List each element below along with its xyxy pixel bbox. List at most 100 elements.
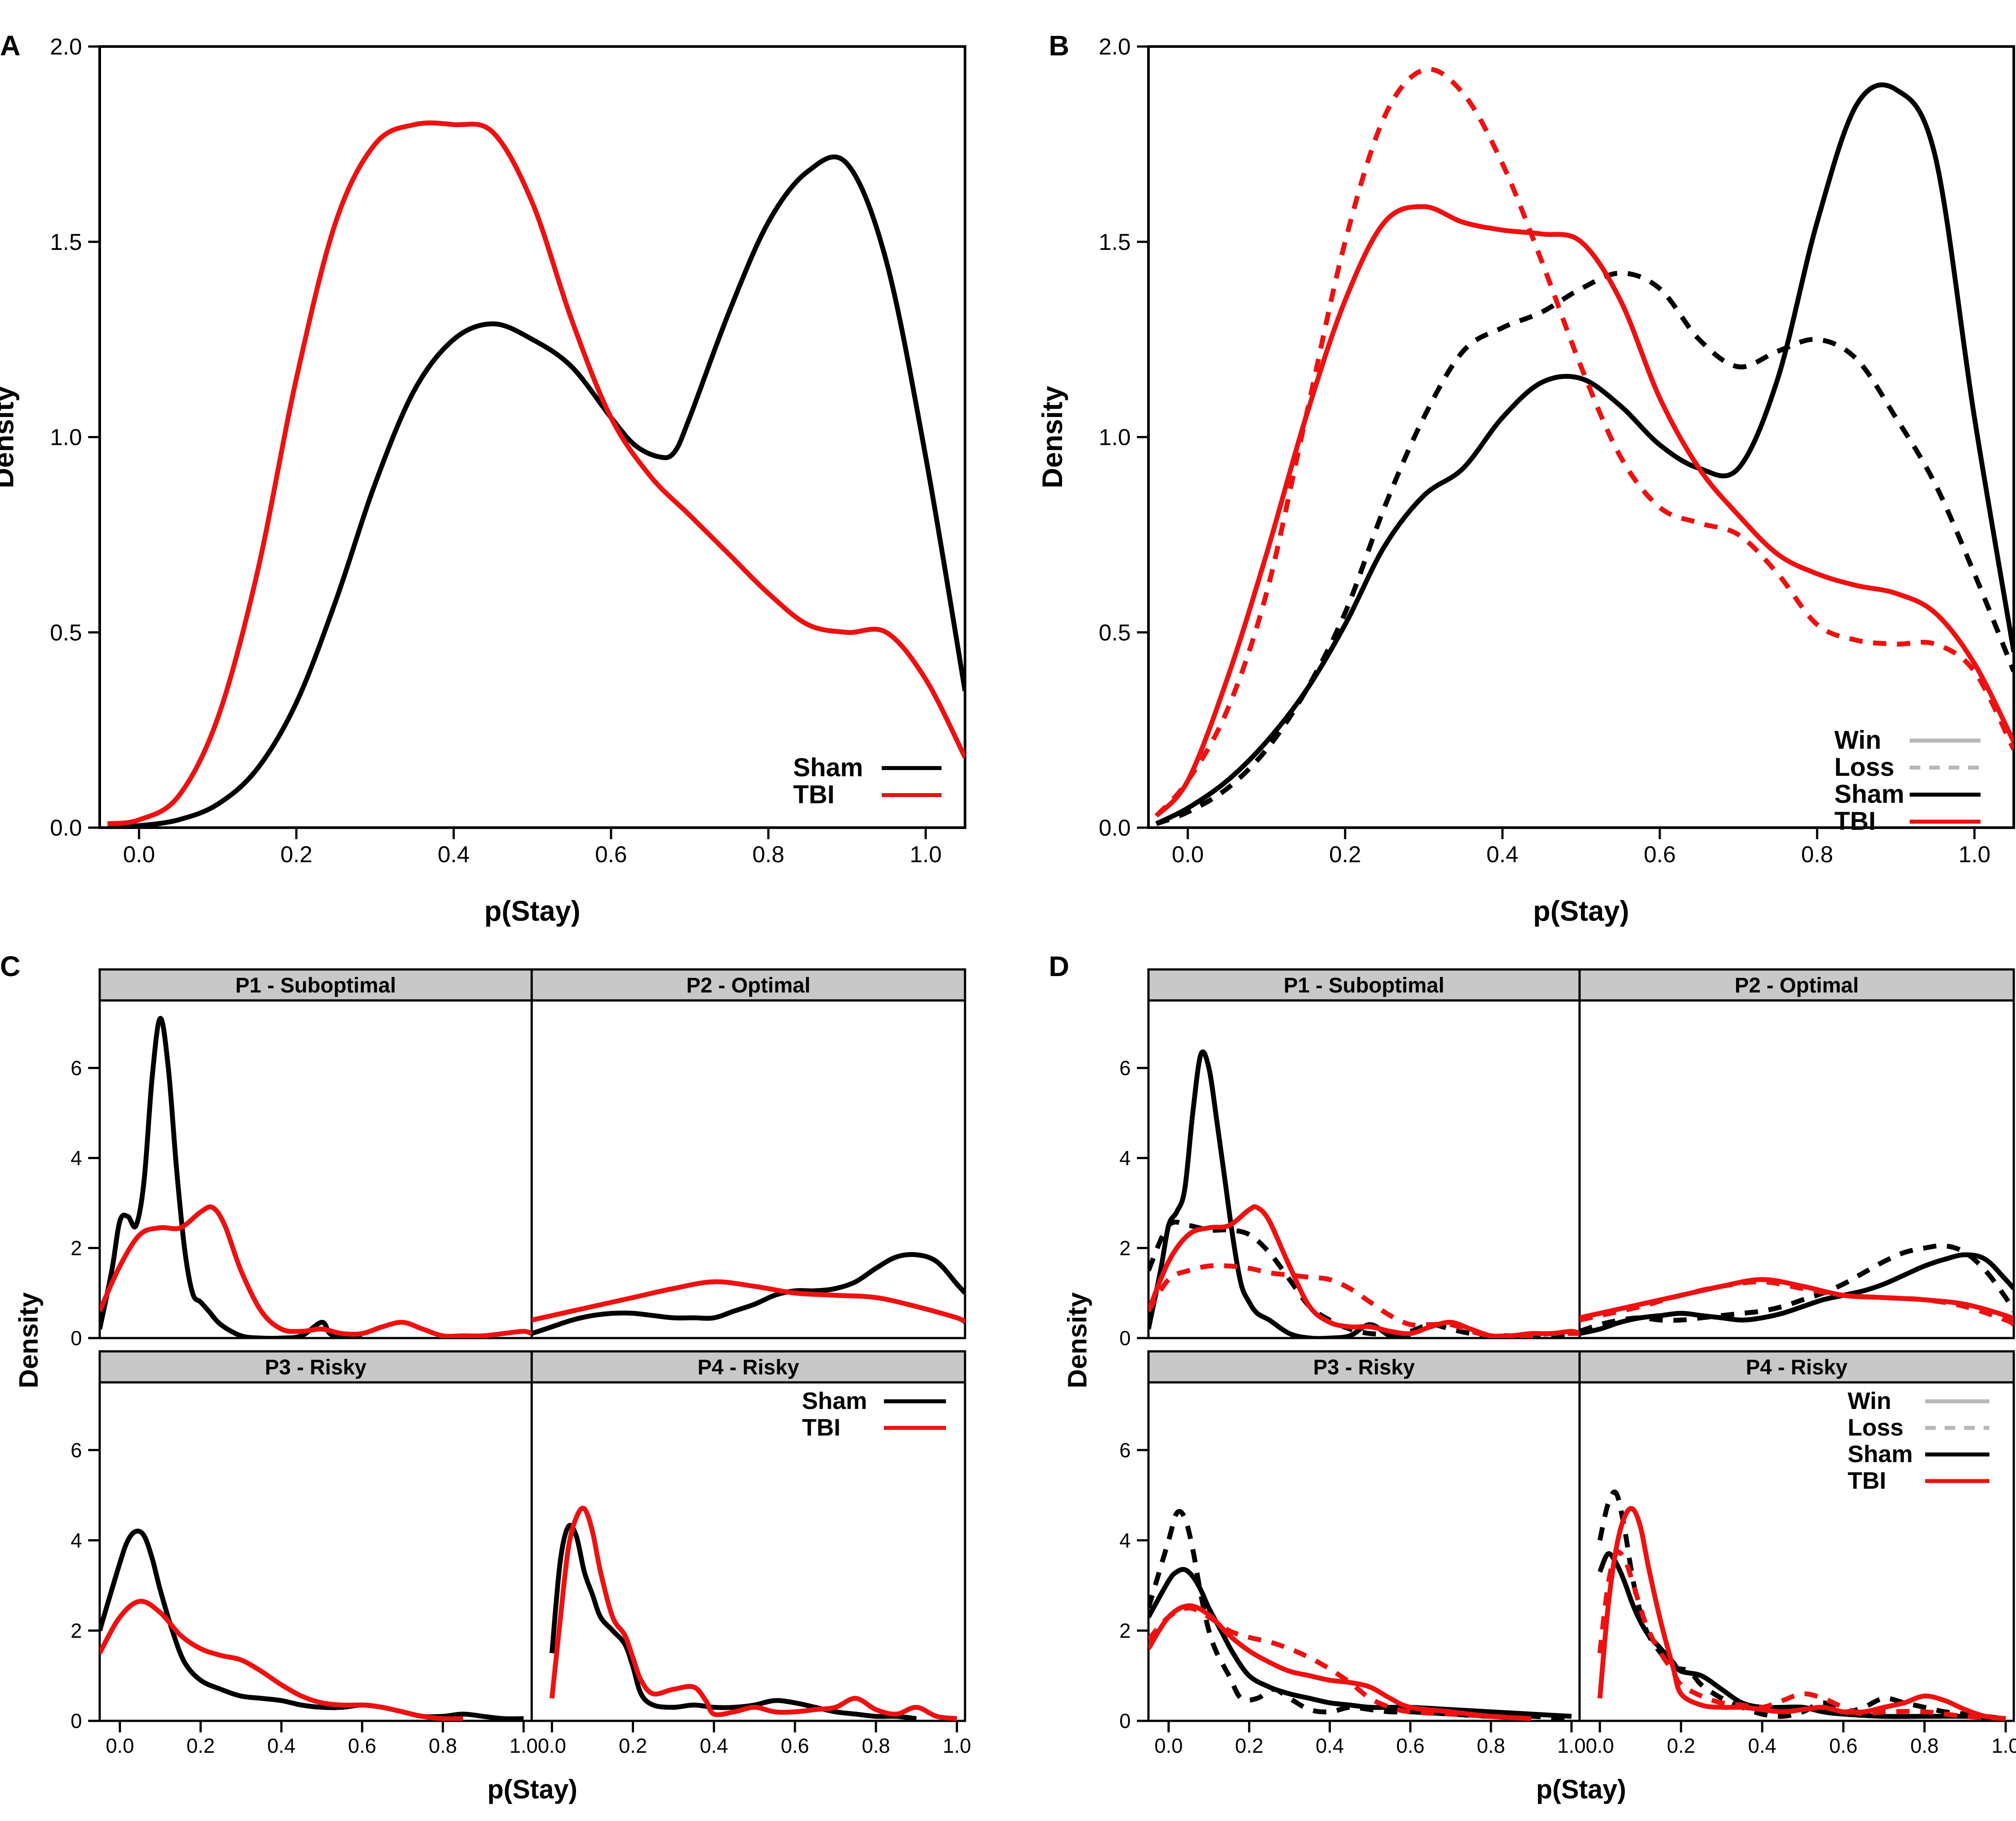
panel-c-ytick-label: 6 (70, 1439, 82, 1462)
panel-c-xtick-label: 0.4 (267, 1734, 296, 1757)
panel-d-series-line (1148, 1263, 1580, 1338)
panel-d-xtick-label: 0.2 (1235, 1734, 1263, 1757)
panel-d-xtick-label: 1.0 (1992, 1734, 2016, 1757)
panel-c-ytick-label: 6 (70, 1057, 82, 1080)
panel-d-facet-strip (1147, 968, 1581, 1002)
panel-b-xtick-label: 0.8 (1801, 842, 1833, 868)
panel-d-facet-strip (1578, 968, 2015, 1002)
panel-d-facet-title: P3 - Risky (1313, 1356, 1415, 1379)
panel-c-facet-strip (98, 968, 533, 1002)
panel-c-xtick-label: 1.0 (943, 1734, 971, 1757)
panel-c-ytick-label: 2 (70, 1237, 82, 1260)
panel-c-series-line (100, 1599, 463, 1721)
panel-a-ytick-label: 0.0 (50, 815, 82, 841)
panel-d-xtick-label: 0.0 (1586, 1734, 1614, 1757)
panel-d-ytick-label: 6 (1119, 1439, 1131, 1462)
panel-a-legend-label: Sham (793, 753, 863, 782)
panel-d-legend-label: TBI (1848, 1467, 1886, 1494)
panel-a-ytick-label: 1.0 (50, 425, 82, 451)
panel-d-xtick-label: 0.4 (1315, 1734, 1344, 1757)
panel-b-xtick-label: 1.0 (1958, 842, 1990, 868)
panel-b-xtick-label: 0.0 (1172, 842, 1204, 868)
panel-d-legend-label: Sham (1848, 1441, 1913, 1467)
panel-a-xtick-label: 0.4 (438, 842, 470, 868)
panel-a-x-axis-title: p(Stay) (484, 895, 580, 927)
panel-b-legend-label: Loss (1834, 753, 1894, 782)
panel-c-facet-frame (530, 999, 966, 1339)
panel-d-ytick-label: 4 (1119, 1147, 1131, 1170)
panel-d-facet-title: P1 - Suboptimal (1284, 974, 1444, 997)
panel-c-facet-title: P4 - Risky (697, 1356, 799, 1379)
panel-a-xtick-label: 0.2 (280, 842, 312, 868)
panel-d-ytick-label: 2 (1119, 1237, 1131, 1260)
panel-c-series-line (549, 1522, 917, 1721)
panel-d-xtick-label: 0.0 (1154, 1734, 1183, 1757)
panel-b-ytick-label: 1.5 (1099, 230, 1131, 255)
panel-c-xtick-label: 1.0 (510, 1734, 538, 1757)
panel-d-y-axis-title: Density (1062, 1292, 1092, 1388)
panel-a-series-line (107, 154, 965, 828)
panel-d-series-line (1148, 1509, 1572, 1721)
panel-d-series-line (1597, 1549, 2006, 1721)
panel-b-ytick-label: 0.0 (1099, 815, 1131, 841)
panel-d-series-line (1580, 1252, 2014, 1336)
panel-b-series-line (1155, 270, 2014, 826)
panel-c-ytick-label: 0 (70, 1709, 82, 1732)
panel-d-facet-frame (1147, 999, 1581, 1339)
panel-c-ytick-label: 2 (70, 1619, 82, 1642)
panel-c-series-line (100, 1204, 532, 1338)
panel-d-xtick-label: 0.2 (1667, 1734, 1695, 1757)
panel-c-xtick-label: 0.4 (700, 1734, 728, 1757)
panel-a-xtick-label: 1.0 (910, 842, 942, 868)
panel-a-ytick-label: 2.0 (50, 34, 82, 60)
panel-d-xtick-label: 0.8 (1911, 1734, 1939, 1757)
panel-c-series-line (549, 1506, 957, 1721)
panel-a-xtick-label: 0.0 (123, 842, 155, 868)
panel-d-xtick-label: 1.0 (1557, 1734, 1586, 1757)
panel-c-panel-letter: C (0, 950, 20, 982)
panel-d-ytick-label: 4 (1119, 1529, 1131, 1552)
panel-d-series-line (1580, 1279, 2014, 1327)
panel-b-y-axis-title: Density (1036, 386, 1068, 489)
panel-c-facet-title: P1 - Suboptimal (235, 974, 396, 997)
panel-b-xtick-label: 0.6 (1644, 842, 1676, 868)
panel-d-series-line (1597, 1506, 2006, 1721)
panel-d-panel-letter: D (1049, 950, 1069, 982)
panel-d-legend-label: Win (1848, 1388, 1891, 1414)
panel-b-legend-label: Win (1834, 726, 1881, 755)
panel-d-xtick-label: 0.8 (1477, 1734, 1505, 1757)
panel-b-panel-letter: B (1049, 30, 1069, 62)
panel-d-facet-frame (1578, 999, 2015, 1339)
panel-c-legend-label: TBI (802, 1414, 841, 1441)
panel-b-ytick-label: 1.0 (1099, 425, 1131, 451)
panel-c-xtick-label: 0.0 (106, 1734, 134, 1757)
panel-b-plot-frame (1147, 45, 2015, 829)
panel-d-xtick-label: 0.4 (1748, 1734, 1776, 1757)
panel-d-ytick-label: 6 (1119, 1057, 1131, 1080)
panel-d-legend-label: Loss (1848, 1414, 1903, 1441)
panel-d-series-line (1597, 1551, 2006, 1721)
panel-c-ytick-label: 4 (70, 1529, 82, 1552)
panel-b-series-line (1154, 204, 2014, 818)
panel-a-ytick-label: 0.5 (50, 620, 82, 646)
panel-a-xtick-label: 0.8 (752, 842, 784, 868)
panel-d-ytick-label: 2 (1119, 1619, 1131, 1642)
panel-d-xtick-label: 0.6 (1829, 1734, 1857, 1757)
panel-c-facet-title: P3 - Risky (265, 1356, 367, 1379)
panel-c-xtick-label: 0.8 (429, 1734, 457, 1757)
panel-b-legend-label: Sham (1834, 780, 1904, 809)
panel-d-series-line (1148, 1603, 1532, 1721)
panel-c-legend-label: Sham (802, 1388, 867, 1414)
panel-c-xtick-label: 0.2 (187, 1734, 215, 1757)
panel-c-xtick-label: 0.8 (862, 1734, 890, 1757)
panel-c-facet-title: P2 - Optimal (686, 974, 810, 997)
panel-d-ytick-label: 0 (1119, 1709, 1131, 1732)
panel-d-series-line (1597, 1489, 2006, 1721)
panel-c-ytick-label: 4 (70, 1147, 82, 1170)
panel-d-facet-frame (1147, 1381, 1581, 1722)
panel-c-ytick-label: 0 (70, 1327, 82, 1350)
panel-b-series-line (1155, 82, 2014, 826)
panel-c-series-line (532, 1252, 965, 1336)
panel-d-series-line (1148, 1567, 1572, 1719)
